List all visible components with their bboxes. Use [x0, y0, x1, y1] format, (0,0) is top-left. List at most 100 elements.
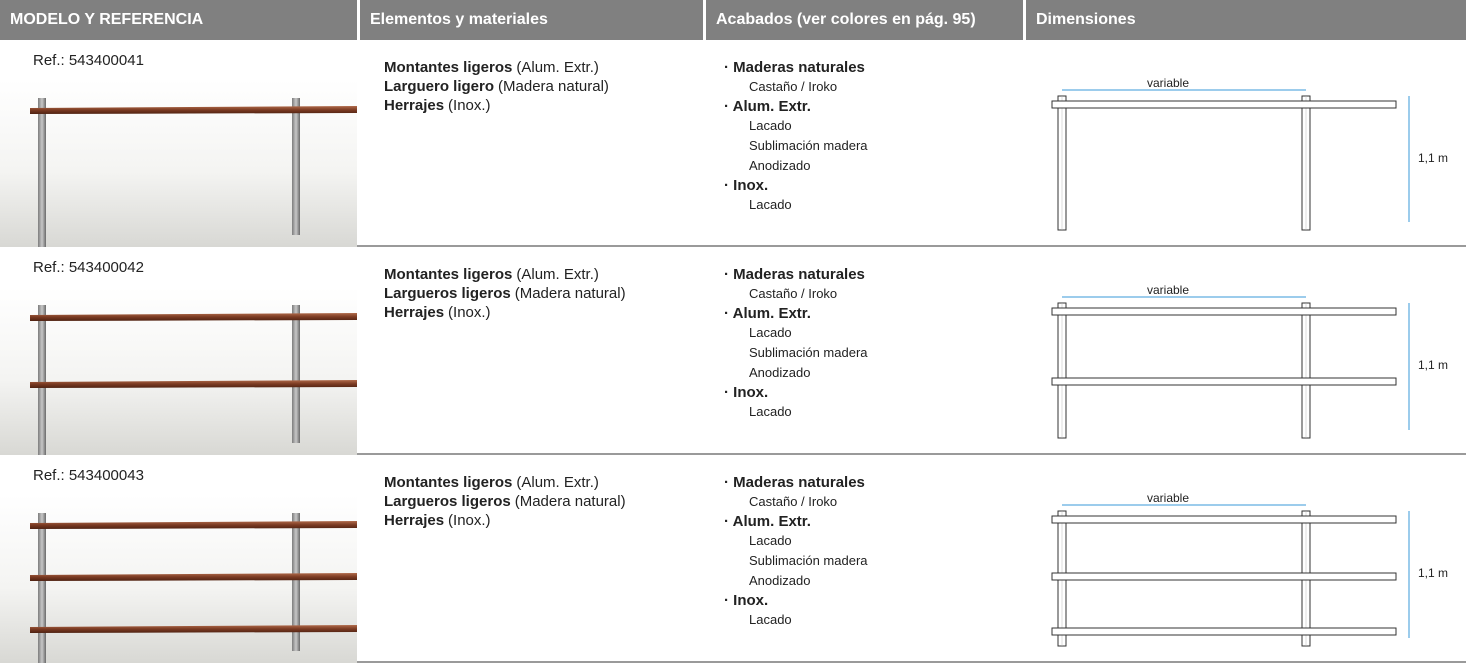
- product-photo: [0, 287, 357, 455]
- product-photo: [0, 80, 357, 247]
- finish-item: Sublimación madera: [749, 553, 868, 568]
- cell: Montantes ligeros (Alum. Extr.) Largueros …: [360, 455, 703, 661]
- element-material: (Madera natural): [514, 285, 626, 302]
- element-name: Herrajes: [384, 512, 445, 529]
- post: [38, 305, 46, 455]
- header-cell: MODELO Y REFERENCIA: [0, 0, 357, 40]
- cell: · Maderas naturales Castaño / Iroko · Alum…: [706, 455, 1023, 661]
- finish-item: Lacado: [749, 612, 792, 627]
- header-cell: Acabados (ver colores en pág. 95): [706, 0, 1023, 40]
- element-name: Larguero ligero: [384, 78, 495, 95]
- width-label: variable: [1147, 76, 1189, 90]
- post: [38, 513, 46, 663]
- reference: Ref.: 543400041: [33, 52, 144, 69]
- element-line: Largueros ligeros (Madera natural): [384, 492, 626, 511]
- cell: Montantes ligeros (Alum. Extr.) Larguero l…: [360, 40, 703, 245]
- finish-item: Sublimación madera: [749, 345, 868, 360]
- finish-group: · Inox.: [724, 384, 769, 401]
- element-name: Largueros ligeros: [384, 493, 511, 510]
- height-label: 1,1 m: [1418, 358, 1448, 372]
- finish-item: Anodizado: [749, 158, 811, 173]
- cell: variable 1,1 m: [1026, 247, 1466, 453]
- dimension-drawing: variable 1,1 m: [1051, 76, 1448, 231]
- width-label: variable: [1147, 491, 1189, 505]
- cell: Ref.: 543400043: [0, 455, 357, 663]
- finishes: · Maderas naturales Castaño / Iroko · Alum…: [724, 473, 868, 630]
- finishes: · Maderas naturales Castaño / Iroko · Alum…: [724, 265, 868, 422]
- element-name: Herrajes: [384, 304, 445, 321]
- element-material: (Inox.): [448, 97, 491, 114]
- rail: [1051, 515, 1397, 524]
- element-material: (Madera natural): [514, 493, 626, 510]
- finish-item: Sublimación madera: [749, 138, 868, 153]
- elements: Montantes ligeros (Alum. Extr.) Larguero l…: [384, 58, 609, 115]
- element-line: Largueros ligeros (Madera natural): [384, 284, 626, 303]
- elements: Montantes ligeros (Alum. Extr.) Largueros …: [384, 473, 626, 530]
- header-cell: Dimensiones: [1026, 0, 1466, 40]
- rail: [30, 106, 357, 114]
- cell: variable 1,1 m: [1026, 455, 1466, 661]
- finish-group: · Alum. Extr.: [724, 513, 811, 530]
- finishes: · Maderas naturales Castaño / Iroko · Alum…: [724, 58, 868, 215]
- cell: Montantes ligeros (Alum. Extr.) Largueros …: [360, 247, 703, 453]
- height-label: 1,1 m: [1418, 151, 1448, 165]
- finish-item: Castaño / Iroko: [749, 494, 838, 509]
- post: [292, 513, 300, 651]
- cell: Ref.: 543400041: [0, 40, 357, 247]
- element-line: Larguero ligero (Madera natural): [384, 77, 609, 96]
- element-line: Montantes ligeros (Alum. Extr.): [384, 265, 626, 284]
- element-name: Largueros ligeros: [384, 285, 511, 302]
- rail: [30, 521, 357, 529]
- finish-item: Lacado: [749, 404, 792, 419]
- dimension-drawing: variable 1,1 m: [1051, 491, 1448, 647]
- element-material: (Alum. Extr.): [516, 59, 599, 76]
- element-name: Montantes ligeros: [384, 474, 513, 491]
- element-material: (Inox.): [448, 512, 491, 529]
- cell: Ref.: 543400042: [0, 247, 357, 455]
- finish-item: Lacado: [749, 118, 792, 133]
- reference: Ref.: 543400043: [33, 467, 144, 484]
- elements: Montantes ligeros (Alum. Extr.) Largueros …: [384, 265, 626, 322]
- header-cell: Elementos y materiales: [360, 0, 703, 40]
- finish-item: Anodizado: [749, 573, 811, 588]
- photo-background: [0, 287, 357, 455]
- element-name: Montantes ligeros: [384, 59, 513, 76]
- finish-group: · Alum. Extr.: [724, 305, 811, 322]
- post: [38, 98, 46, 247]
- finish-group: · Maderas naturales: [724, 474, 865, 491]
- product-photo: [0, 495, 357, 663]
- finish-item: Lacado: [749, 325, 792, 340]
- finish-group: · Inox.: [724, 592, 769, 609]
- cell: · Maderas naturales Castaño / Iroko · Alum…: [706, 247, 1023, 453]
- element-material: (Inox.): [448, 304, 491, 321]
- finish-group: · Maderas naturales: [724, 266, 865, 283]
- finish-item: Lacado: [749, 533, 792, 548]
- element-line: Montantes ligeros (Alum. Extr.): [384, 473, 626, 492]
- element-name: Herrajes: [384, 97, 445, 114]
- rail: [30, 573, 357, 581]
- finish-item: Anodizado: [749, 365, 811, 380]
- finish-item: Lacado: [749, 197, 792, 212]
- rail: [1051, 377, 1397, 386]
- reference: Ref.: 543400042: [33, 259, 144, 276]
- cell: variable 1,1 m: [1026, 40, 1466, 245]
- rail: [1051, 572, 1397, 581]
- element-material: (Alum. Extr.): [516, 474, 599, 491]
- rail: [1051, 627, 1397, 636]
- rail: [30, 625, 357, 633]
- element-material: (Madera natural): [498, 78, 609, 95]
- element-name: Montantes ligeros: [384, 266, 513, 283]
- post: [292, 98, 300, 235]
- table-row: Ref.: 543400041 Montantes ligeros (Alum. E…: [0, 40, 1466, 247]
- height-label: 1,1 m: [1418, 566, 1448, 580]
- element-line: Herrajes (Inox.): [384, 303, 626, 322]
- finish-group: · Alum. Extr.: [724, 98, 811, 115]
- dimension-drawing: variable 1,1 m: [1051, 283, 1448, 439]
- table-row: Ref.: 543400042 Montantes ligeros (Alum. E…: [0, 247, 1466, 455]
- element-material: (Alum. Extr.): [516, 266, 599, 283]
- element-line: Montantes ligeros (Alum. Extr.): [384, 58, 609, 77]
- rail: [30, 313, 357, 321]
- table-row: Ref.: 543400043 Montantes ligeros (Alum. E…: [0, 455, 1466, 663]
- element-line: Herrajes (Inox.): [384, 511, 626, 530]
